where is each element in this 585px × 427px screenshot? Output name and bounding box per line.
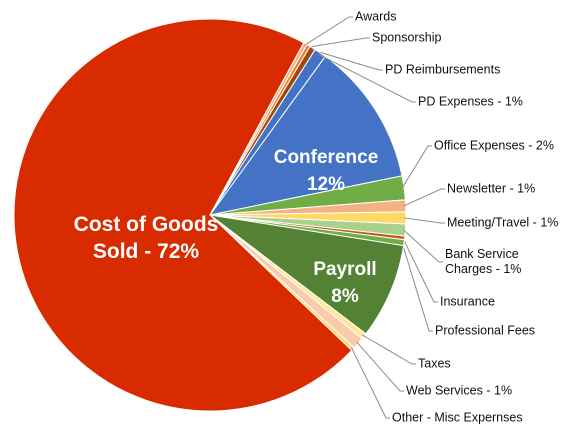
leader-line	[356, 341, 404, 392]
slice-label: Cost of Goods Sold - 72%	[73, 213, 219, 263]
pie-slice	[209, 214, 405, 335]
slice-label: Awards	[355, 9, 397, 24]
leader-line	[318, 54, 416, 103]
slice-label: Payroll 8%	[313, 259, 377, 307]
slice-label: PD Expenses - 1%	[418, 94, 523, 109]
slice-label: Newsletter - 1%	[447, 181, 536, 196]
pie-slice	[209, 48, 326, 216]
slice-label: Office Expenses - 2%	[434, 138, 554, 153]
slice-label: Insurance	[440, 294, 495, 309]
leader-line	[403, 229, 443, 263]
pie-slice	[13, 18, 353, 412]
pie-slice	[208, 55, 403, 216]
slice-label: Other - Misc Expernses	[392, 410, 523, 425]
leader-line	[401, 145, 432, 189]
slice-label: Taxes	[418, 356, 451, 371]
slice-label: Web Services - 1%	[406, 383, 513, 398]
leader-line	[307, 37, 370, 48]
leader-line	[403, 188, 445, 207]
leader-line	[311, 49, 383, 71]
leader-line	[403, 217, 445, 224]
leader-line	[362, 334, 416, 365]
slice-label: Meeting/Travel - 1%	[447, 215, 559, 230]
leader-line	[401, 242, 433, 332]
leader-line	[304, 16, 353, 46]
slice-label: Professional Fees	[435, 323, 536, 338]
slice-label: Bank Service Charges - 1%	[445, 247, 522, 276]
leader-line	[402, 237, 438, 303]
slice-label: PD Reimbursements	[385, 62, 501, 77]
slice-label: Sponsorship	[372, 30, 442, 45]
leader-line	[351, 347, 390, 419]
slice-label: Conference 12%	[273, 147, 379, 195]
